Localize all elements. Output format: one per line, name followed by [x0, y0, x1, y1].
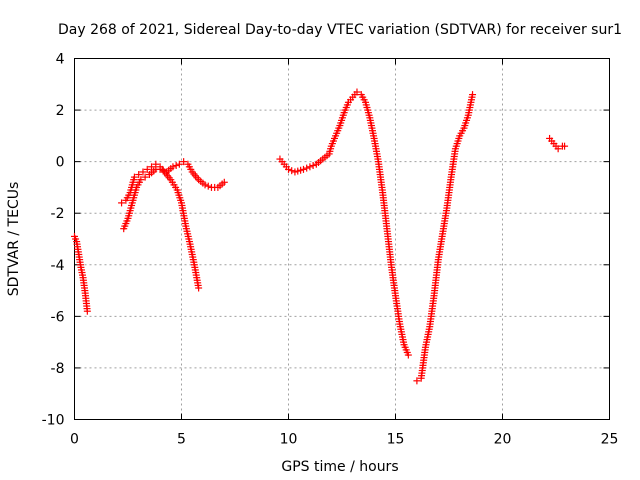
y-tick-label: -10 — [42, 413, 65, 429]
data-point — [201, 181, 209, 189]
x-tick-label: 5 — [177, 432, 186, 448]
y-tick-label: -4 — [51, 258, 65, 274]
y-tick-label: -8 — [51, 361, 65, 377]
data-point — [299, 165, 307, 173]
x-tick-label: 10 — [280, 432, 298, 448]
y-tick-label: 0 — [56, 155, 65, 171]
data-point — [469, 91, 477, 99]
data-point — [135, 171, 143, 179]
chart-title: Day 268 of 2021, Sidereal Day-to-day VTE… — [58, 22, 622, 38]
data-point — [156, 165, 164, 173]
series-seg5 — [413, 91, 477, 385]
data-point — [288, 167, 296, 175]
data-point — [180, 158, 188, 166]
data-point — [148, 163, 156, 171]
data-point — [561, 142, 569, 150]
data-point — [175, 160, 183, 168]
data-point — [141, 173, 149, 181]
data-point — [143, 165, 151, 173]
series-seg4 — [276, 88, 412, 359]
series-seg6 — [546, 134, 569, 153]
series-seg2 — [118, 160, 203, 292]
data-point — [285, 165, 292, 173]
y-axis-label: SDTVAR / TECUs — [6, 182, 22, 297]
data-point — [554, 145, 562, 153]
series-seg1 — [71, 232, 91, 315]
grid — [74, 58, 610, 420]
data-point — [204, 182, 212, 190]
x-tick-label: 0 — [70, 432, 79, 448]
y-tick-label: -2 — [51, 206, 65, 222]
data-point — [353, 88, 361, 96]
data-point — [130, 173, 138, 181]
data-point — [83, 307, 91, 315]
axis-ticks: 0 5 10 15 20 25 -10 -8 -6 -4 -2 0 2 4 — [42, 52, 619, 448]
data-point — [137, 176, 145, 184]
data-point — [172, 162, 180, 170]
data-point — [413, 377, 421, 385]
data-point — [306, 163, 314, 171]
data-point — [220, 178, 228, 186]
data-point — [309, 162, 317, 170]
data-point — [139, 168, 147, 176]
data-point — [169, 163, 177, 171]
x-axis-label: GPS time / hours — [281, 459, 398, 475]
x-tick-label: 20 — [494, 432, 512, 448]
y-tick-label: 2 — [56, 103, 65, 119]
y-tick-label: -6 — [51, 309, 65, 325]
data-point — [195, 284, 203, 292]
data-marks — [71, 88, 569, 385]
x-tick-label: 25 — [601, 432, 619, 448]
data-point — [303, 164, 311, 172]
series-seg3 — [120, 158, 228, 233]
y-tick-label: 4 — [56, 52, 65, 68]
data-point — [118, 199, 126, 207]
x-tick-label: 15 — [387, 432, 405, 448]
data-point — [404, 351, 412, 359]
